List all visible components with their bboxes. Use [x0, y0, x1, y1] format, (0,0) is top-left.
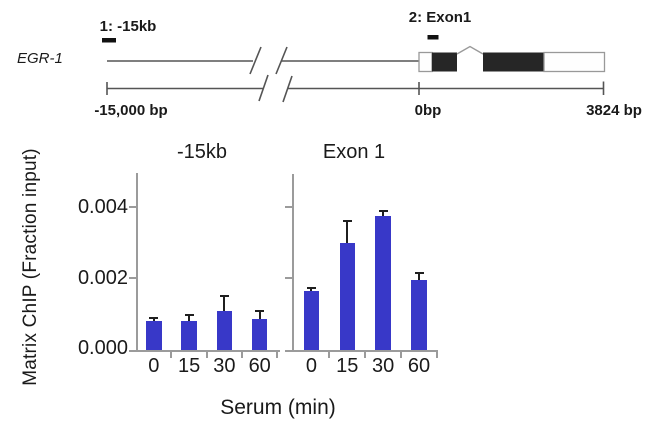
- error-bar-cap: [255, 310, 265, 313]
- y-tick-mark: [129, 206, 137, 209]
- bar--15kb-0min: [146, 321, 162, 350]
- error-bar: [188, 315, 191, 322]
- x-axis-title: Serum (min): [220, 396, 336, 419]
- y-tick-label-0.000: 0.000: [77, 336, 128, 359]
- scale-left-label: -15,000 bp: [94, 102, 167, 119]
- x-axis-line: [136, 349, 280, 352]
- error-bar: [310, 287, 313, 291]
- error-bar: [223, 295, 226, 311]
- bar--15kb-15min: [181, 321, 197, 350]
- x-tick-mark: [241, 351, 244, 358]
- x-axis-line: [292, 349, 438, 352]
- x-category-label: 0: [148, 355, 160, 377]
- site2-marker: [427, 35, 439, 40]
- x-category-label: 60: [248, 355, 271, 377]
- x-category-label: 15: [177, 355, 201, 377]
- x-tick-mark: [170, 351, 173, 358]
- y-tick-mark: [285, 276, 293, 279]
- x-category-label: 15: [336, 355, 359, 377]
- scale-break-slash-left: [258, 74, 269, 102]
- error-bar-cap: [149, 316, 159, 319]
- gene-diagram: 1: -15kb 2: Exon1 EGR-1 -15,000 bp 0bp 3…: [17, 9, 642, 119]
- site1-marker: [102, 38, 116, 43]
- exon2-box: [483, 52, 544, 72]
- gene-name-label: EGR-1: [17, 50, 63, 67]
- x-tick-mark: [364, 351, 367, 358]
- y-tick-label-0.002: 0.002: [77, 266, 128, 289]
- y-tick-mark: [285, 206, 293, 209]
- y-tick-mark: [129, 349, 137, 352]
- error-bar: [346, 221, 349, 243]
- utr-box-right: [543, 51, 606, 73]
- y-axis-line: [292, 174, 294, 352]
- x-tick-mark: [276, 351, 279, 358]
- exon1-box: [432, 52, 457, 72]
- error-bar-cap: [219, 294, 229, 297]
- x-tick-mark: [435, 351, 438, 358]
- panel-title-exon1: Exon 1: [322, 141, 386, 163]
- error-bar: [258, 311, 261, 319]
- scale-right-label: 3824 bp: [586, 102, 642, 119]
- error-bar-cap: [414, 272, 424, 275]
- x-category-label: 30: [213, 355, 236, 377]
- error-bar-cap: [306, 286, 316, 289]
- bar-Exon 1-15min: [339, 242, 356, 350]
- x-category-label: 60: [407, 355, 431, 377]
- scale-zero-label: 0bp: [415, 102, 442, 119]
- gene-line-break-slash-left: [249, 46, 262, 75]
- bar-Exon 1-60min: [411, 280, 427, 350]
- y-tick-mark: [129, 276, 137, 279]
- y-axis-line: [136, 173, 138, 352]
- x-tick-mark: [205, 351, 208, 358]
- x-tick-mark: [400, 351, 403, 358]
- bar-Exon 1-0min: [303, 290, 320, 350]
- y-tick-mark: [285, 349, 293, 352]
- error-bar: [418, 273, 420, 281]
- bar--15kb-30min: [216, 310, 233, 350]
- intron-line: [456, 45, 484, 55]
- site1-label: 1: -15kb: [100, 18, 157, 35]
- bar-Exon 1-30min: [375, 215, 391, 350]
- x-category-label: 0: [305, 355, 317, 377]
- bar--15kb-60min: [251, 318, 268, 350]
- error-bar-cap: [184, 314, 194, 317]
- error-bar: [382, 210, 385, 216]
- error-bar: [152, 317, 155, 322]
- site2-label: 2: Exon1: [409, 9, 472, 26]
- y-tick-label-0.004: 0.004: [77, 196, 128, 219]
- panel-title-15kb: -15kb: [176, 141, 228, 163]
- x-tick-mark: [328, 351, 331, 358]
- x-category-label: 30: [371, 355, 395, 377]
- error-bar-cap: [342, 220, 352, 223]
- error-bar-cap: [378, 209, 388, 212]
